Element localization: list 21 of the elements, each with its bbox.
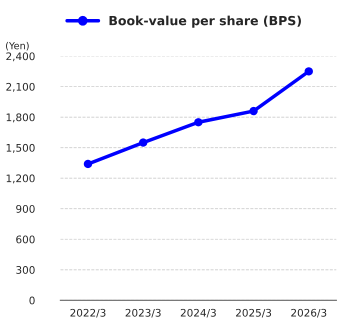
x-tick-label: 2022/3 <box>70 308 106 318</box>
y-tick-label: 900 <box>16 204 35 213</box>
x-tick-label: 2024/3 <box>180 308 216 318</box>
y-tick-label: 1,500 <box>6 144 35 153</box>
point <box>304 67 313 76</box>
point <box>84 160 92 168</box>
y-tick-label: 1,200 <box>6 174 35 184</box>
y-tick-label: 2,100 <box>6 82 35 92</box>
y-tick-label: 2,400 <box>6 52 35 62</box>
point <box>139 138 148 147</box>
x-tick-label: 2023/3 <box>126 308 161 318</box>
x-tick-label: 2025/3 <box>236 308 272 318</box>
x-tick-label: 2026/3 <box>291 308 326 318</box>
point <box>194 118 203 126</box>
point <box>249 106 258 116</box>
legend-label: Book-value per share (BPS) <box>110 16 301 28</box>
y-axis-title: (Yen) <box>6 42 29 50</box>
y-tick-label: 1,800 <box>6 113 35 122</box>
y-tick-label: 300 <box>16 266 35 274</box>
y-tick-label: 600 <box>16 235 35 244</box>
y-tick-label: 0 <box>29 296 35 304</box>
